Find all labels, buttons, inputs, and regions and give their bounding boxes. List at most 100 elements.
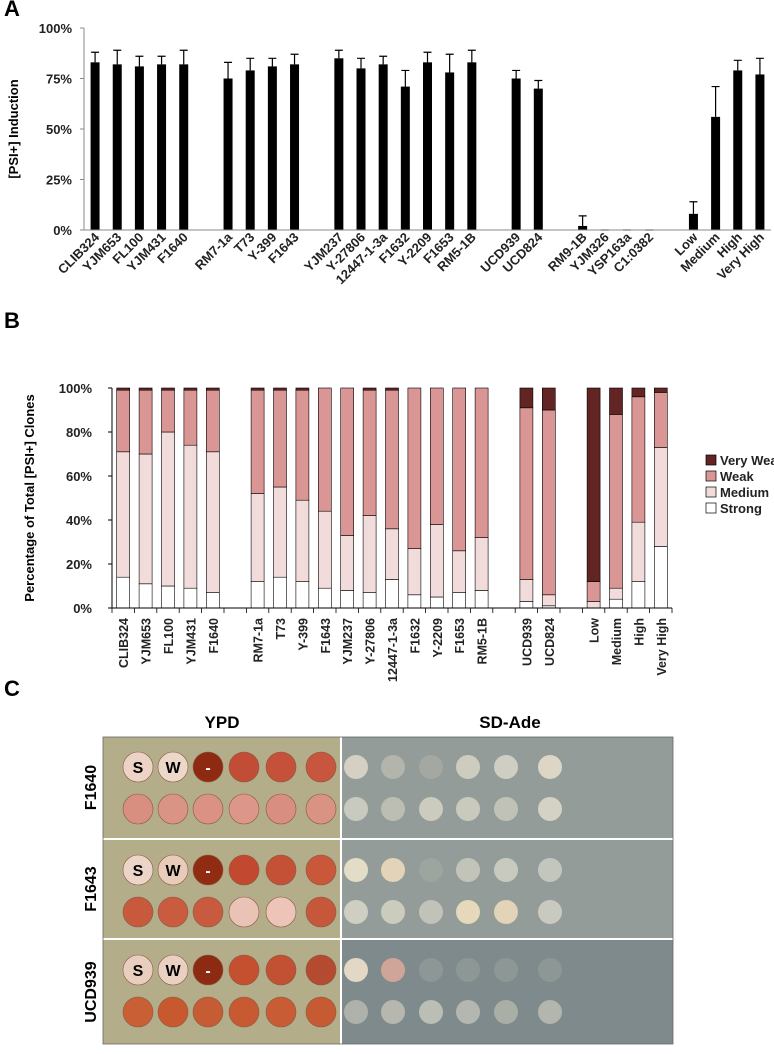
error-bar <box>357 57 366 69</box>
colony-spot <box>305 996 337 1028</box>
colony-spot <box>192 896 224 928</box>
bar-segment <box>273 486 287 578</box>
x-tick-label: Y-27806 <box>364 618 378 665</box>
colony-spot <box>344 1000 368 1024</box>
bar-segment <box>541 409 556 596</box>
colony-spot <box>157 751 189 783</box>
x-tick-label: YJM653 <box>140 618 154 665</box>
bar-segment <box>519 407 534 580</box>
bar-segment <box>362 515 377 593</box>
bar-segment <box>273 387 287 391</box>
bar-segment <box>362 387 377 391</box>
colony-spot <box>122 954 154 986</box>
bar <box>112 64 122 230</box>
x-tick-label: Very High <box>655 618 669 676</box>
bar-segment <box>452 592 467 609</box>
bar-segment <box>250 493 265 582</box>
x-tick-label: Medium <box>610 618 624 665</box>
colony-spot <box>122 793 154 825</box>
bar-segment <box>541 594 556 607</box>
bar-segment <box>653 546 668 609</box>
bar-segment <box>138 583 153 609</box>
colony-spot <box>192 954 224 986</box>
bar-segment <box>631 396 646 523</box>
colony-spot <box>344 858 368 882</box>
x-tick-label: Y-399 <box>296 618 310 651</box>
colony-spot <box>228 751 260 783</box>
spot-label: W <box>165 760 181 777</box>
x-tick-label: F1632 <box>408 618 422 653</box>
bar-segment <box>273 389 287 488</box>
y-tick-label: 100% <box>39 21 73 36</box>
bar <box>267 66 277 230</box>
bar-segment <box>116 387 130 391</box>
bar-segment <box>183 389 198 446</box>
bar-segment <box>429 387 444 525</box>
colony-spot <box>381 1000 405 1024</box>
colony-spot <box>419 900 443 924</box>
bar-segment <box>586 387 601 582</box>
bar-segment <box>340 387 355 536</box>
bar-segment <box>609 598 623 609</box>
colony-spot <box>494 900 518 924</box>
colony-spot <box>157 996 189 1028</box>
bar-segment <box>653 392 668 448</box>
bar-segment <box>362 389 377 516</box>
colony-spot <box>122 751 154 783</box>
error-bar <box>268 57 277 67</box>
x-tick-label: CLIB324 <box>117 618 131 668</box>
bar <box>290 64 300 230</box>
bar-segment <box>317 510 332 589</box>
bar-segment <box>161 389 175 433</box>
bar <box>467 62 477 231</box>
x-tick-label: Y-2209 <box>431 618 445 658</box>
bar-segment <box>250 387 265 391</box>
colony-spot <box>381 900 405 924</box>
bar-segment <box>385 387 399 391</box>
bar <box>533 88 543 230</box>
colony-spot <box>456 900 480 924</box>
colony-spot <box>157 896 189 928</box>
y-tick-label: 25% <box>46 173 72 188</box>
bar-segment <box>206 387 220 391</box>
error-bar <box>467 49 476 63</box>
legend-swatch <box>705 470 717 482</box>
colony-spot <box>265 896 297 928</box>
bar-segment <box>631 521 646 582</box>
bar-segment <box>183 587 198 609</box>
error-bar <box>157 55 166 65</box>
y-tick-label: 0% <box>73 601 92 616</box>
colony-spot <box>265 854 297 886</box>
colony-spot <box>122 996 154 1028</box>
colony-spot <box>538 797 562 821</box>
x-tick-label: F1640 <box>207 618 221 653</box>
spot-label: S <box>133 760 144 777</box>
y-axis-title: [PSI+] Induction <box>6 79 21 178</box>
error-bar <box>733 59 742 71</box>
bar-segment <box>474 590 489 609</box>
bar-segment <box>116 389 130 453</box>
bar <box>688 213 698 230</box>
colony-spot <box>122 896 154 928</box>
spot-label: S <box>133 863 144 880</box>
legend-label: Very Weak <box>720 453 774 468</box>
bar-segment <box>183 444 198 589</box>
spot-label: S <box>133 963 144 980</box>
bar-segment <box>541 387 556 411</box>
bar-segment <box>295 387 310 391</box>
bar-segment <box>183 387 198 391</box>
legend-label: Medium <box>720 485 769 500</box>
bar-segment <box>653 447 668 547</box>
colony-spot <box>494 797 518 821</box>
legend-swatch <box>705 486 717 498</box>
x-tick-label: FL100 <box>162 618 176 654</box>
bar-segment <box>452 387 467 552</box>
x-tick-label: YJM431 <box>184 618 198 665</box>
bar <box>157 64 167 230</box>
bar-segment <box>407 387 422 549</box>
x-tick-label: RM7-1a <box>252 617 266 663</box>
bar-segment <box>161 585 175 609</box>
colony-spot <box>456 958 480 982</box>
error-bar <box>445 53 454 73</box>
row-label: UCD939 <box>83 961 100 1022</box>
